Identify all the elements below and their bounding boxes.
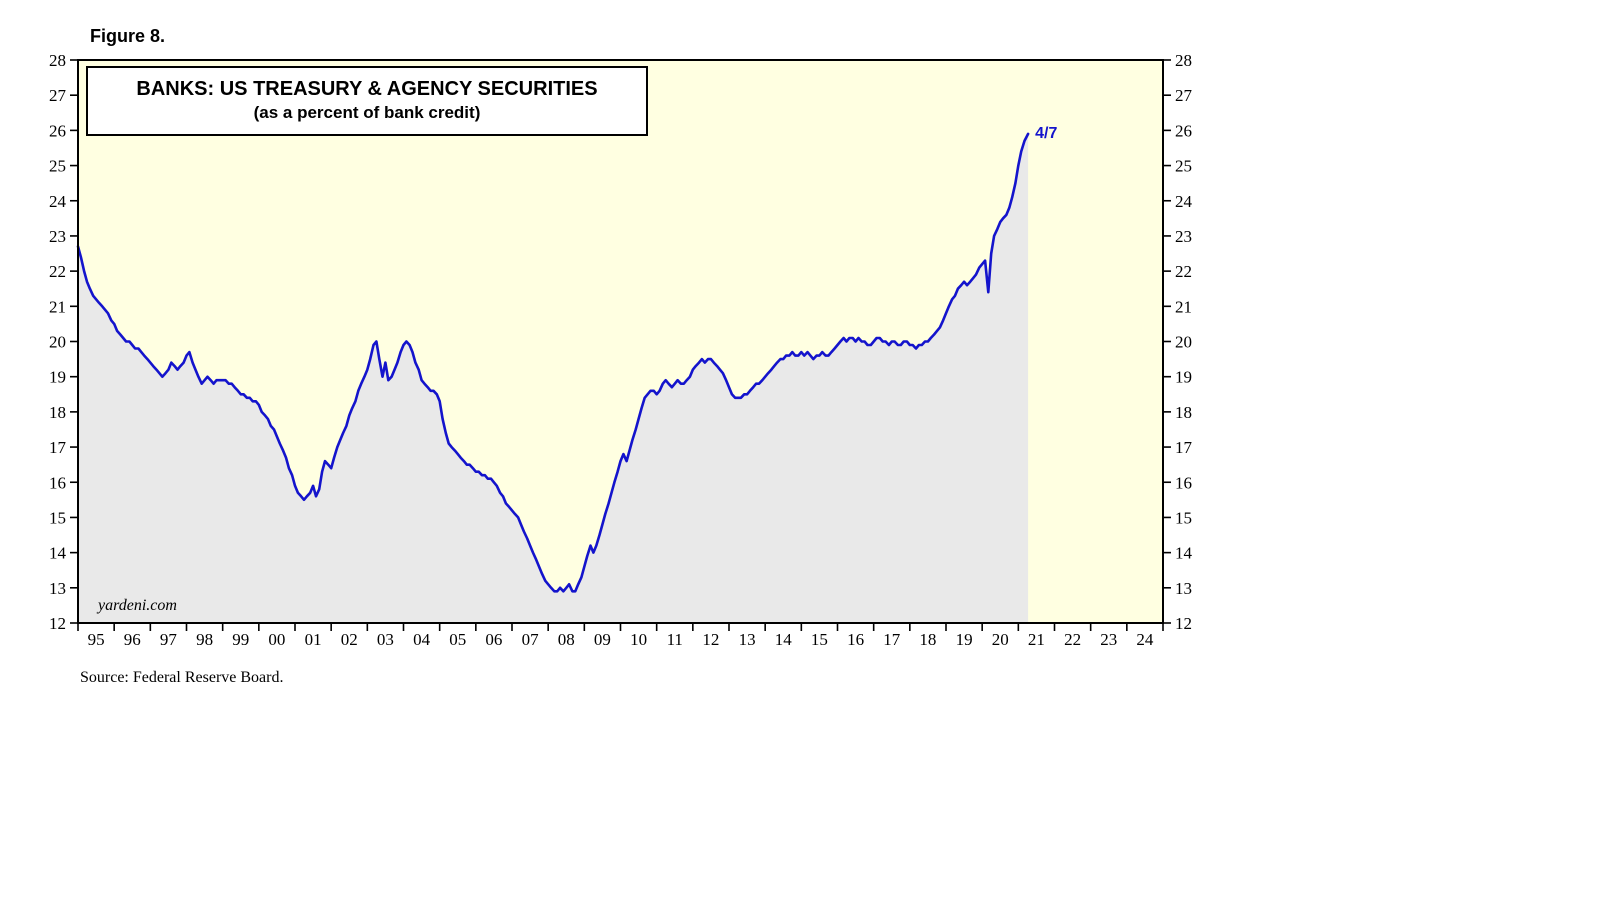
x-axis-label: 09: [594, 630, 611, 649]
y-axis-label-right: 26: [1175, 121, 1192, 140]
chart-subtitle: (as a percent of bank credit): [253, 103, 481, 122]
y-axis-label-right: 15: [1175, 508, 1192, 527]
x-axis-label: 06: [485, 630, 502, 649]
y-axis-label-right: 18: [1175, 403, 1192, 422]
source-note: Source: Federal Reserve Board.: [80, 669, 284, 686]
y-axis-label-right: 21: [1175, 297, 1192, 316]
y-axis-label-right: 13: [1175, 579, 1192, 598]
y-axis-label-right: 12: [1175, 614, 1192, 633]
y-axis-label-left: 21: [49, 297, 66, 316]
y-axis-label-right: 22: [1175, 262, 1192, 281]
x-axis-label: 15: [811, 630, 828, 649]
y-axis-label-left: 13: [49, 579, 66, 598]
x-axis-label: 16: [847, 630, 864, 649]
y-axis-label-left: 25: [49, 157, 66, 176]
x-axis-label: 99: [232, 630, 249, 649]
x-axis-label: 97: [160, 630, 178, 649]
x-axis-label: 14: [775, 630, 793, 649]
x-axis-label: 23: [1100, 630, 1117, 649]
y-axis-label-right: 17: [1175, 438, 1193, 457]
figure-label: Figure 8.: [90, 26, 166, 46]
chart-title-box: BANKS: US TREASURY & AGENCY SECURITIES (…: [86, 66, 648, 136]
x-axis-label: 21: [1028, 630, 1045, 649]
x-axis-label: 00: [268, 630, 285, 649]
x-axis-label: 03: [377, 630, 394, 649]
y-axis-label-left: 20: [49, 333, 66, 352]
y-axis-label-left: 24: [49, 192, 67, 211]
y-axis-label-left: 27: [49, 86, 67, 105]
x-axis-label: 04: [413, 630, 431, 649]
x-axis-label: 95: [88, 630, 105, 649]
y-axis-label-right: 20: [1175, 333, 1192, 352]
latest-value-annotation: 4/7: [1035, 124, 1058, 142]
watermark: yardeni.com: [98, 597, 177, 614]
y-axis-label-left: 12: [49, 614, 66, 633]
x-axis-label: 20: [992, 630, 1009, 649]
series-line: [76, 132, 1030, 593]
y-axis-label-right: 27: [1175, 86, 1193, 105]
x-axis-label: 05: [449, 630, 466, 649]
x-axis-label: 11: [667, 630, 683, 649]
chart-title: BANKS: US TREASURY & AGENCY SECURITIES: [136, 78, 598, 100]
x-axis-label: 98: [196, 630, 213, 649]
y-axis-label-right: 19: [1175, 368, 1192, 387]
x-axis-label: 96: [124, 630, 141, 649]
x-axis-label: 01: [305, 630, 322, 649]
y-axis-label-left: 26: [49, 121, 66, 140]
y-axis-label-right: 24: [1175, 192, 1193, 211]
x-axis-label: 08: [558, 630, 575, 649]
x-axis-label: 22: [1064, 630, 1081, 649]
x-axis-label: 13: [739, 630, 756, 649]
x-axis-label: 24: [1136, 630, 1154, 649]
x-axis-label: 10: [630, 630, 647, 649]
x-axis-label: 07: [522, 630, 540, 649]
x-axis-label: 17: [883, 630, 901, 649]
y-axis-label-left: 17: [49, 438, 67, 457]
x-axis-label: 19: [956, 630, 973, 649]
x-axis-label: 12: [702, 630, 719, 649]
y-axis-label-right: 14: [1175, 544, 1193, 563]
y-axis-label-left: 28: [49, 51, 66, 70]
x-axis-label: 18: [919, 630, 936, 649]
y-axis-label-left: 19: [49, 368, 66, 387]
y-axis-label-right: 23: [1175, 227, 1192, 246]
series-area-fill: [78, 133, 1029, 623]
x-axis-label: 02: [341, 630, 358, 649]
y-axis-label-left: 16: [49, 473, 66, 492]
y-axis-label-right: 25: [1175, 157, 1192, 176]
y-axis-label-right: 16: [1175, 473, 1192, 492]
y-axis-label-left: 18: [49, 403, 66, 422]
y-axis-label-left: 14: [49, 544, 67, 563]
y-axis-label-left: 15: [49, 508, 66, 527]
y-axis-label-left: 22: [49, 262, 66, 281]
y-axis-label-left: 23: [49, 227, 66, 246]
y-axis-label-right: 28: [1175, 51, 1192, 70]
